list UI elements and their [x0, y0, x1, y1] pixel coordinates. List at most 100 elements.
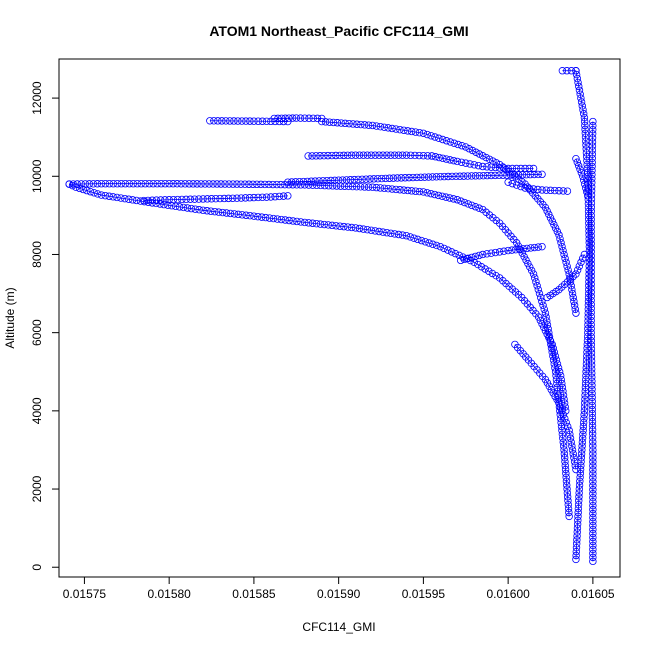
data-point	[581, 387, 589, 396]
data-point	[195, 206, 203, 214]
data-point	[117, 194, 125, 202]
data-series	[543, 250, 589, 302]
data-point	[545, 332, 554, 341]
data-point	[556, 414, 565, 423]
data-point	[548, 340, 556, 349]
data-point	[576, 165, 584, 173]
data-point	[588, 426, 597, 434]
data-point	[79, 185, 87, 194]
data-point	[530, 243, 539, 252]
data-point	[304, 219, 313, 227]
data-point	[105, 192, 113, 200]
data-point	[308, 219, 317, 227]
data-point	[356, 183, 365, 191]
series-line	[575, 70, 590, 560]
data-point	[577, 454, 586, 462]
data-point	[392, 125, 400, 133]
data-point	[161, 196, 169, 204]
data-point	[489, 157, 497, 165]
data-point	[552, 375, 561, 384]
data-point	[567, 438, 575, 446]
data-point	[289, 217, 297, 225]
data-point	[564, 504, 573, 513]
data-point	[587, 276, 595, 284]
data-point	[589, 462, 597, 470]
data-point	[419, 129, 428, 137]
data-point	[558, 283, 566, 291]
data-point	[561, 457, 569, 466]
data-point	[475, 204, 483, 212]
data-point	[254, 212, 262, 221]
data-point	[587, 244, 595, 252]
data-point	[417, 236, 426, 245]
data-point	[213, 180, 221, 188]
data-point	[579, 106, 587, 114]
data-point	[97, 191, 106, 199]
data-point	[560, 454, 569, 462]
data-point	[448, 172, 456, 181]
data-point	[584, 211, 593, 220]
data-point	[332, 222, 340, 230]
data-point	[324, 151, 332, 160]
data-point	[491, 248, 500, 257]
data-point	[580, 411, 588, 419]
data-point	[388, 124, 396, 133]
data-point	[396, 125, 404, 134]
data-point	[355, 224, 364, 233]
data-point	[539, 301, 547, 309]
data-point	[555, 285, 563, 294]
data-point	[342, 176, 351, 184]
data-point	[81, 180, 89, 188]
data-point	[394, 230, 403, 239]
data-point	[109, 193, 117, 201]
data-point	[554, 364, 563, 372]
data-point	[583, 188, 591, 196]
data-point	[564, 266, 572, 274]
data-point	[557, 239, 565, 247]
data-point	[587, 227, 595, 236]
data-point	[587, 219, 595, 228]
data-point	[187, 204, 196, 213]
data-point	[563, 187, 572, 195]
data-point	[588, 401, 596, 410]
data-point	[538, 170, 546, 179]
data-point	[93, 180, 102, 188]
data-point	[587, 296, 595, 305]
data-point	[561, 254, 569, 263]
data-point	[587, 353, 596, 361]
data-point	[428, 173, 437, 181]
data-point	[580, 117, 589, 126]
data-point	[257, 180, 265, 189]
data-point	[582, 149, 591, 157]
data-point	[587, 203, 596, 211]
data-point	[323, 176, 331, 185]
data-point	[319, 177, 327, 185]
data-point	[573, 532, 581, 540]
data-point	[394, 151, 403, 159]
data-point	[233, 194, 241, 202]
data-point	[580, 110, 588, 118]
data-point	[357, 120, 365, 129]
data-point	[587, 300, 595, 309]
data-point	[304, 152, 312, 160]
data-point	[587, 333, 595, 341]
data-point	[215, 208, 223, 216]
data-point	[572, 154, 580, 163]
data-point	[406, 151, 415, 160]
data-point	[254, 117, 262, 125]
data-point	[575, 497, 583, 505]
data-point	[468, 146, 477, 155]
data-point	[417, 173, 425, 181]
data-point	[574, 78, 582, 87]
data-point	[225, 180, 233, 188]
plot-area	[65, 67, 597, 566]
data-point	[207, 207, 215, 215]
data-series	[65, 180, 570, 415]
data-point	[420, 173, 429, 181]
data-point	[148, 196, 156, 204]
data-point	[391, 230, 399, 238]
data-point	[572, 270, 580, 278]
data-point	[470, 258, 478, 266]
data-point	[466, 160, 474, 168]
data-point	[303, 177, 312, 186]
